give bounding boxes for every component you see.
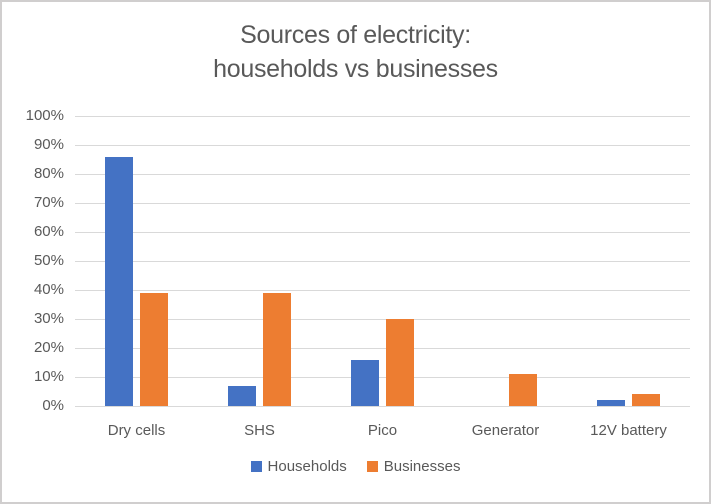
y-tick-50-: 50%: [33, 252, 64, 269]
legend-item-households: Households: [250, 458, 347, 475]
bar-households-pico: [351, 359, 379, 406]
y-tick-10-: 10%: [33, 368, 64, 385]
legend-label-households: Households: [267, 458, 347, 475]
legend-label-businesses: Businesses: [383, 458, 461, 475]
gridline-0-: [75, 405, 690, 407]
legend-swatch-businesses-icon: [366, 461, 378, 472]
gridline-30-: [75, 318, 690, 320]
legend: Households Businesses: [2, 458, 709, 475]
y-tick-0-: 0%: [42, 397, 64, 414]
gridline-90-: [75, 144, 690, 146]
gridline-10-: [75, 376, 690, 378]
gridline-70-: [75, 202, 690, 204]
x-label-12v-battery: 12V battery: [590, 422, 667, 439]
bar-households-12v-battery: [597, 400, 625, 406]
legend-swatch-households-icon: [250, 461, 262, 472]
chart-title-line-1: Sources of electricity:: [240, 21, 471, 49]
x-label-generator: Generator: [471, 422, 540, 439]
y-tick-30-: 30%: [33, 310, 64, 327]
bar-businesses-generator: [509, 374, 537, 406]
gridline-60-: [75, 231, 690, 233]
gridline-40-: [75, 289, 690, 291]
y-tick-20-: 20%: [33, 339, 64, 356]
bar-businesses-dry-cells: [140, 292, 168, 406]
bar-businesses-pico: [386, 319, 414, 406]
legend-item-businesses: Businesses: [366, 458, 461, 475]
x-label-dry-cells: Dry cells: [107, 422, 166, 439]
bar-businesses-12v-battery: [632, 394, 660, 406]
y-tick-60-: 60%: [33, 223, 64, 240]
chart-title: Sources of electricity: households vs bu…: [2, 18, 709, 86]
y-tick-40-: 40%: [33, 281, 64, 298]
bar-businesses-shs: [263, 292, 291, 406]
bar-households-dry-cells: [105, 156, 133, 406]
gridline-100-: [75, 115, 690, 117]
y-tick-90-: 90%: [33, 136, 64, 153]
chart-title-line-2: households vs businesses: [213, 55, 498, 83]
y-tick-80-: 80%: [33, 165, 64, 182]
bar-households-shs: [228, 385, 256, 406]
gridline-80-: [75, 173, 690, 175]
gridline-20-: [75, 347, 690, 349]
x-label-shs: SHS: [244, 422, 275, 439]
gridline-50-: [75, 260, 690, 262]
y-tick-100-: 100%: [25, 107, 64, 124]
x-label-pico: Pico: [367, 422, 398, 439]
y-tick-70-: 70%: [33, 194, 64, 211]
